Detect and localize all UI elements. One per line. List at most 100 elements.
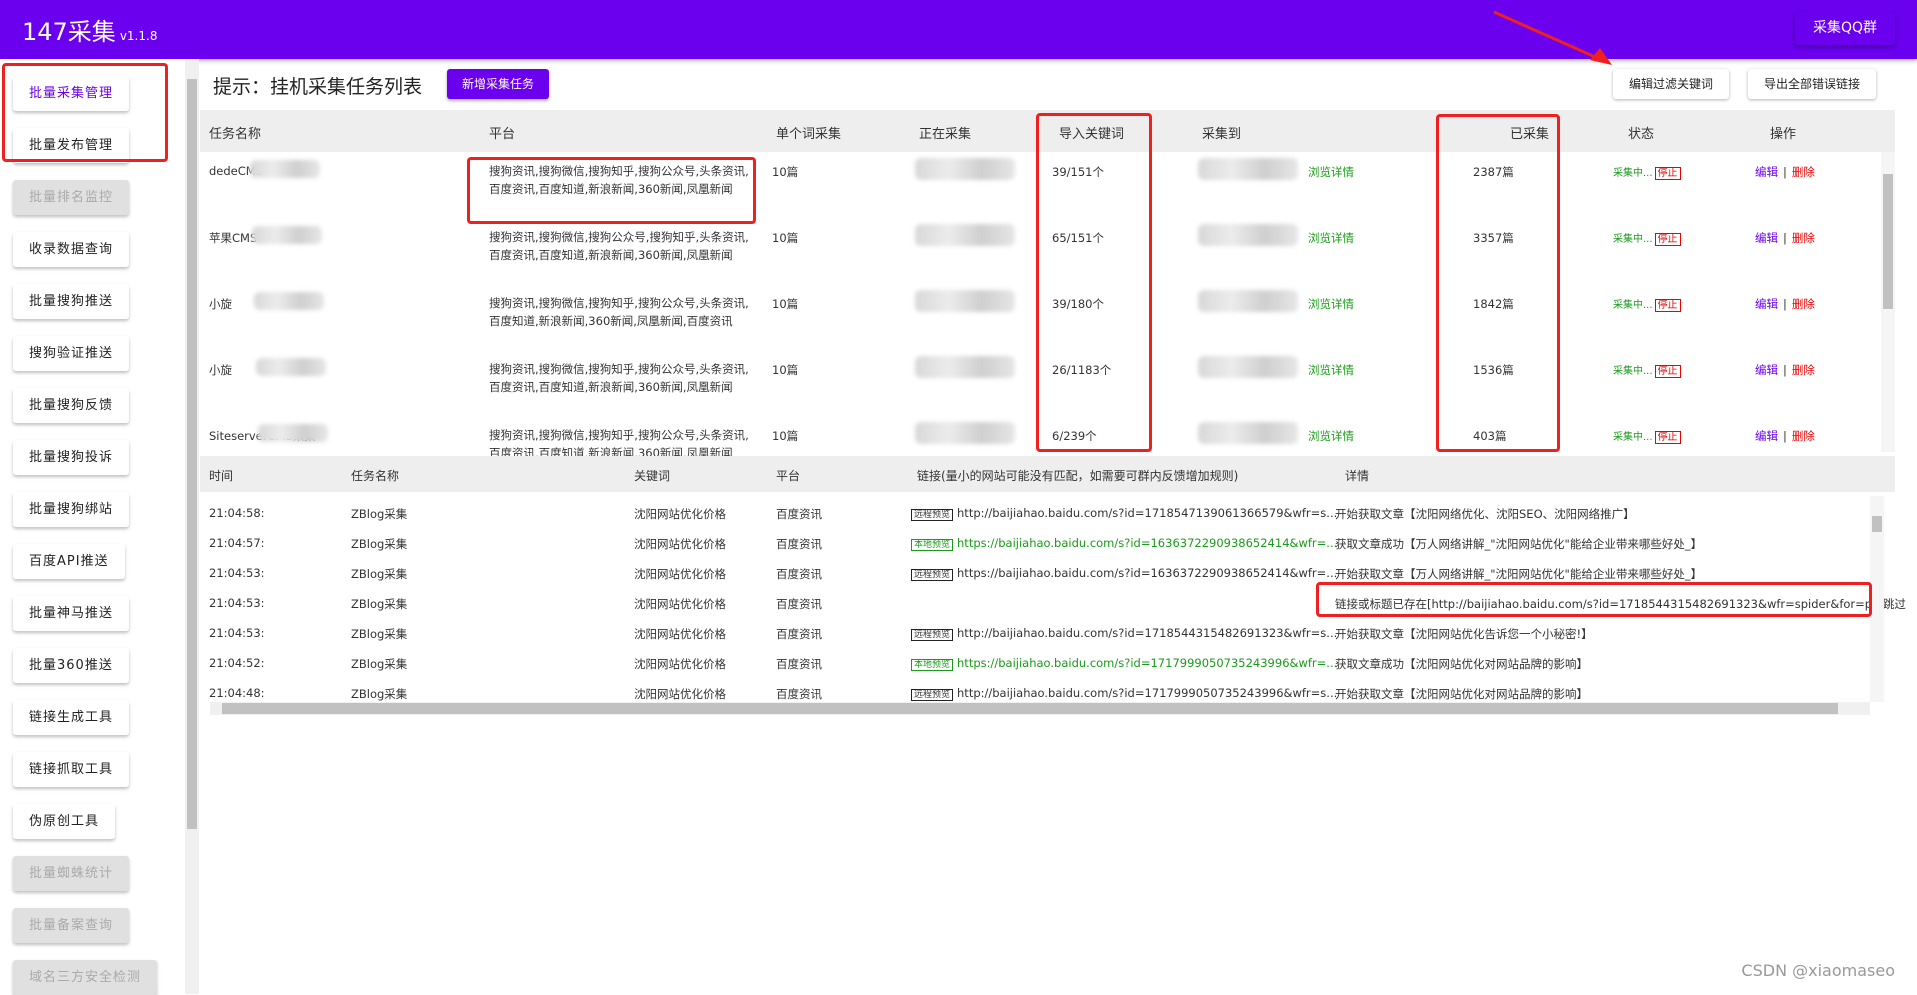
log-link: 远程预览 http://baijiahao.baidu.com/s?id=1718…: [911, 626, 1338, 641]
edit-link[interactable]: 编辑: [1755, 231, 1778, 245]
platform-list: 搜狗资讯,搜狗微信,搜狗知乎,搜狗公众号,头条资讯,百度知道,新浪新闻,360新…: [489, 296, 749, 328]
blurred-site: [1198, 224, 1298, 246]
log-detail: 开始获取文章【沈阳网络优化、沈阳SEO、沈阳网络推广】: [1335, 507, 1635, 521]
task-table-scrollbar[interactable]: [1881, 152, 1895, 452]
edit-link[interactable]: 编辑: [1755, 297, 1778, 311]
sidebar-item[interactable]: 批量搜狗反馈: [13, 388, 130, 423]
keyword-progress: 39/151个: [1052, 165, 1104, 179]
log-url[interactable]: http://baijiahao.baidu.com/s?id=17185471…: [957, 506, 1338, 520]
scrollbar-thumb[interactable]: [1883, 174, 1893, 309]
scrollbar-thumb[interactable]: [222, 703, 1838, 714]
stop-button[interactable]: 停止: [1654, 431, 1681, 444]
sidebar-item[interactable]: 批量发布管理: [13, 128, 130, 163]
log-task: ZBlog采集: [351, 567, 408, 581]
sidebar-item[interactable]: 批量360推送: [13, 648, 129, 683]
blurred-current: [915, 158, 1015, 180]
sidebar-item[interactable]: 百度API推送: [13, 544, 125, 579]
blurred-name: [258, 424, 328, 442]
sidebar-item[interactable]: 批量神马推送: [13, 596, 130, 631]
log-keyword: 沈阳网站优化价格: [634, 597, 726, 611]
log-time: 21:04:52:: [209, 656, 265, 670]
view-details-link[interactable]: 浏览详情: [1308, 231, 1354, 245]
delete-link[interactable]: 删除: [1791, 363, 1815, 377]
sidebar-item[interactable]: 批量搜狗推送: [13, 284, 130, 319]
column-header: 时间: [209, 469, 234, 483]
edit-link[interactable]: 编辑: [1755, 363, 1778, 377]
edit-link[interactable]: 编辑: [1755, 429, 1778, 443]
sidebar-item[interactable]: 搜狗验证推送: [13, 336, 130, 371]
local-preview-button[interactable]: 本地预览: [911, 539, 954, 551]
column-header: 正在采集: [919, 127, 972, 142]
remote-preview-button[interactable]: 远程预览: [911, 689, 954, 701]
log-table-hscrollbar[interactable]: [210, 702, 1870, 715]
delete-link[interactable]: 删除: [1791, 429, 1815, 443]
remote-preview-button[interactable]: 远程预览: [911, 569, 954, 581]
view-details-link[interactable]: 浏览详情: [1308, 363, 1354, 377]
edit-link[interactable]: 编辑: [1755, 165, 1778, 179]
log-time: 21:04:48:: [209, 686, 265, 700]
view-details-link[interactable]: 浏览详情: [1308, 429, 1354, 443]
log-platform: 百度资讯: [776, 537, 822, 551]
collected-count: 1842篇: [1473, 297, 1514, 311]
log-task: ZBlog采集: [351, 657, 408, 671]
actions: 编辑 | 删除: [1755, 362, 1815, 378]
delete-link[interactable]: 删除: [1791, 231, 1815, 245]
export-error-links-button[interactable]: 导出全部错误链接: [1748, 69, 1877, 99]
edit-filter-keywords-button[interactable]: 编辑过滤关键词: [1613, 69, 1730, 99]
delete-link[interactable]: 删除: [1791, 165, 1815, 179]
remote-preview-button[interactable]: 远程预览: [911, 629, 954, 641]
sidebar-scrollbar[interactable]: [185, 59, 199, 994]
column-header: 任务名称: [209, 127, 262, 142]
log-table-vscrollbar[interactable]: [1870, 496, 1884, 702]
local-preview-button[interactable]: 本地预览: [911, 659, 954, 671]
sidebar-item[interactable]: 伪原创工具: [13, 804, 116, 839]
log-detail: 开始获取文章【沈阳网站优化对网站品牌的影响】: [1335, 687, 1588, 701]
log-time: 21:04:53:: [209, 566, 265, 580]
scrollbar-thumb[interactable]: [187, 79, 197, 829]
scrollbar-thumb[interactable]: [1872, 516, 1882, 532]
per-word-count: 10篇: [772, 363, 799, 377]
annotation-box: [1436, 114, 1560, 452]
keyword-progress: 65/151个: [1052, 231, 1104, 245]
sidebar-item[interactable]: 批量搜狗绑站: [13, 492, 130, 527]
remote-preview-button[interactable]: 远程预览: [911, 509, 954, 521]
view-details-link[interactable]: 浏览详情: [1308, 297, 1354, 311]
stop-button[interactable]: 停止: [1654, 299, 1681, 312]
add-task-button[interactable]: 新增采集任务: [447, 69, 550, 99]
sidebar-item[interactable]: 批量搜狗投诉: [13, 440, 130, 475]
blurred-name: [256, 358, 326, 376]
log-url[interactable]: https://baijiahao.baidu.com/s?id=1636372…: [957, 536, 1338, 550]
sidebar-item[interactable]: 收录数据查询: [13, 232, 130, 267]
sidebar-item[interactable]: 批量采集管理: [13, 76, 130, 111]
actions: 编辑 | 删除: [1755, 296, 1815, 312]
column-header: 任务名称: [351, 469, 400, 483]
platform-list: 搜狗资讯,搜狗微信,搜狗知乎,搜狗公众号,头条资讯,百度资讯,百度知道,新浪新闻…: [489, 362, 749, 394]
stop-button[interactable]: 停止: [1654, 365, 1681, 378]
delete-link[interactable]: 删除: [1791, 297, 1815, 311]
status-text: 采集中...: [1613, 168, 1653, 179]
log-url[interactable]: http://baijiahao.baidu.com/s?id=17179990…: [957, 686, 1338, 700]
qq-group-button[interactable]: 采集QQ群: [1794, 12, 1895, 45]
view-details-link[interactable]: 浏览详情: [1308, 165, 1354, 179]
stop-button[interactable]: 停止: [1654, 167, 1681, 180]
annotation-box: [1316, 582, 1872, 617]
collected-count: 2387篇: [1473, 165, 1514, 179]
actions: 编辑 | 删除: [1755, 164, 1815, 180]
log-task: ZBlog采集: [351, 687, 408, 701]
stop-button[interactable]: 停止: [1654, 233, 1681, 246]
log-row: 21:04:53: ZBlog采集 沈阳网站优化价格 百度资讯 远程预览 https://…: [200, 566, 1895, 596]
sidebar-item[interactable]: 链接抓取工具: [13, 752, 130, 787]
status-text: 采集中...: [1613, 432, 1653, 443]
log-url[interactable]: https://baijiahao.baidu.com/s?id=1717999…: [957, 656, 1338, 670]
log-time: 21:04:57:: [209, 536, 265, 550]
blurred-current: [915, 224, 1015, 246]
log-url[interactable]: http://baijiahao.baidu.com/s?id=17185443…: [957, 626, 1338, 640]
table-row: SiteserverCMS采集搜狗资讯,搜狗微信,搜狗知乎,搜狗公众号,头条资讯…: [200, 422, 1895, 494]
column-header: 链接(量小的网站可能没有匹配，如需要可群内反馈增加规则): [917, 469, 1239, 483]
annotation-arrow-icon: [1493, 10, 1612, 65]
sidebar-item[interactable]: 链接生成工具: [13, 700, 130, 735]
per-word-count: 10篇: [772, 231, 799, 245]
annotation-box: [467, 157, 756, 224]
platform-list: 搜狗资讯,搜狗微信,搜狗公众号,搜狗知乎,头条资讯,百度资讯,百度知道,新浪新闻…: [489, 230, 749, 262]
log-url[interactable]: https://baijiahao.baidu.com/s?id=1636372…: [957, 566, 1338, 580]
